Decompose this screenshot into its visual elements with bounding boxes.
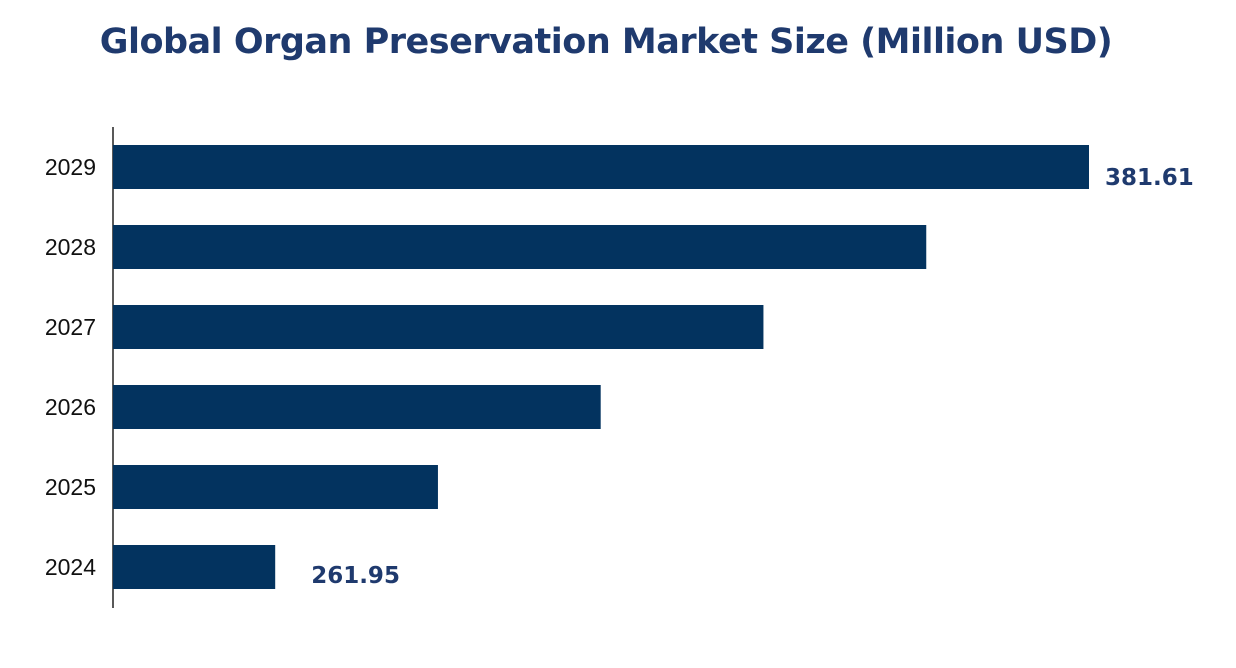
bar-2028	[113, 225, 927, 269]
y-tick-label: 2025	[45, 474, 96, 500]
bar-2026	[113, 385, 601, 429]
data-label-2024: 261.95	[311, 563, 400, 589]
data-label-2029: 381.61	[1105, 165, 1194, 191]
bar-2027	[113, 305, 764, 349]
y-tick-label: 2026	[45, 394, 96, 420]
chart-title: Global Organ Preservation Market Size (M…	[99, 22, 1113, 62]
bar-2024	[113, 545, 276, 589]
y-tick-label: 2028	[45, 234, 96, 260]
y-tick-label: 2027	[45, 314, 96, 340]
bar-2029	[113, 145, 1089, 189]
y-tick-label: 2024	[45, 554, 96, 580]
bar-2025	[113, 465, 438, 509]
y-tick-label: 2029	[45, 154, 96, 180]
